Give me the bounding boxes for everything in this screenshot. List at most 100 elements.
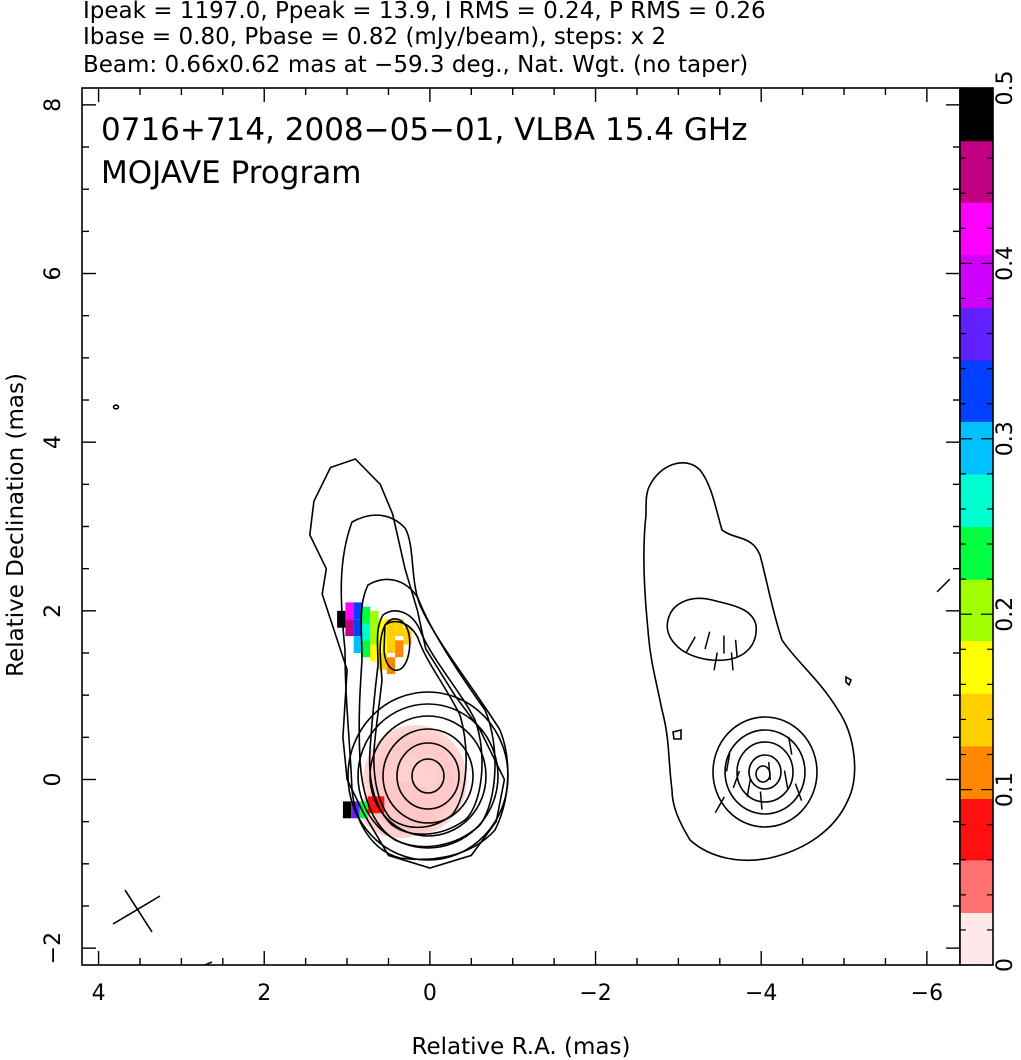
colorbar-segment [960,263,993,273]
colorbar-segment [960,552,993,563]
colorbar-segment [960,158,993,168]
colorbar-segment [960,570,993,580]
colorbar-tick-label: 0.2 [993,597,1018,632]
evpa-tick-1 [704,631,711,650]
colorbar-segment [960,237,993,247]
colorbar-segment [960,96,993,107]
fpol-pixel-16 [386,636,396,653]
y-tick-label: 4 [41,435,66,449]
x-tick-label: −2 [579,981,611,1006]
colorbar-segment [960,386,993,396]
fpol-pixel-7 [361,623,371,641]
contour-level-8 [369,715,487,837]
colorbar-segment [960,772,993,782]
colorbar-segment [960,658,993,668]
colorbar-segment [960,272,993,282]
colorbar: 0 0.1 0.2 0.3 0.4 0.5 [960,71,1018,972]
evpa-tick-12 [759,791,763,810]
colorbar-segment [960,929,993,940]
x-tick-label: 4 [92,981,106,1006]
colorbar-segment [960,780,993,791]
colorbar-segment [960,684,993,694]
evpa-tick-14 [787,736,793,755]
x-tick-label: −6 [911,981,943,1006]
colorbar-segment [960,921,993,931]
beam-marker [112,889,161,933]
pol-core-contour-4 [748,754,782,790]
colorbar-segment [960,456,993,466]
evpa-tick-0 [685,636,696,653]
colorbar-segment [960,193,993,203]
evpa-ticks [685,578,951,813]
header-line-3: Beam: 0.66x0.62 mas at −59.3 deg., Nat. … [83,52,748,78]
fpol-pixel-9 [370,610,379,628]
pol-knot-contour [666,597,757,662]
colorbar-segment [960,438,993,449]
contour-level-1 [308,458,506,869]
colorbar-segment [960,131,993,142]
evpa-tick-9 [767,762,772,781]
fpol-pixel-8 [361,640,371,658]
colorbar-segment [960,719,993,729]
colorbar-segment [960,947,993,957]
evpa-tick-5 [730,652,734,671]
fpol-pixel-25 [376,796,385,814]
colorbar-segment [960,359,993,370]
colorbar-tick-label: 0.5 [993,71,1018,106]
evpa-tick-11 [794,783,803,801]
colorbar-segment [960,210,993,221]
colorbar-segment [960,675,993,685]
colorbar-segment [960,868,993,878]
pol-core-contour-5 [755,765,771,783]
fpol-pixel-4 [353,619,362,637]
y-tick-label: 8 [41,98,66,112]
colorbar-segment [960,447,993,457]
colorbar-segment [960,701,993,712]
colorbar-segment [960,666,993,677]
colorbar-segment [960,824,993,835]
colorbar-tick-label: 0.1 [993,772,1018,807]
colorbar-segment [960,938,993,949]
fpol-pixel-12 [378,619,387,637]
x-axis-label: Relative R.A. (mas) [412,1034,631,1060]
contour-level-9 [382,728,474,824]
fpol-pixel-1 [345,602,354,620]
pol-outer-contour [643,461,856,861]
colorbar-tick-label: 0.4 [993,246,1018,281]
colorbar-segment [960,535,993,545]
header-line-1: Ipeak = 1197.0, Ppeak = 13.9, I RMS = 0.… [83,0,766,24]
colorbar-segment [960,123,993,133]
colorbar-segment [960,324,993,335]
header-line-2: Ibase = 0.80, Pbase = 0.82 (mJy/beam), s… [83,24,666,50]
colorbar-segment [960,877,993,887]
colorbar-segment [960,754,993,764]
program-name: MOJAVE Program [101,155,361,191]
fpol-pixels [337,602,412,819]
colorbar-segment [960,412,993,422]
contour-level-4 [368,610,483,835]
colorbar-segment [960,842,993,852]
colorbar-segment [960,710,993,721]
colorbar-segment [960,798,993,808]
pol-core-contour-1 [712,716,818,828]
colorbar-segment [960,544,993,554]
colorbar-tick-label: 0.3 [993,421,1018,456]
colorbar-segment [960,622,993,633]
x-tick-label: 0 [423,981,437,1006]
contour-blob-northeast [383,618,411,672]
evpa-tick-4 [713,652,718,671]
colorbar-segment [960,403,993,414]
colorbar-segment [960,421,993,431]
fpol-pixel-14 [378,652,387,670]
colorbar-segment [960,88,993,98]
colorbar-segment [960,649,993,659]
colorbar-segment [960,912,993,922]
plot-area [112,404,951,965]
evpa-tick-6 [725,753,731,772]
colorbar-segment [960,605,993,615]
evpa-tick-15 [936,578,951,593]
colorbar-segment [960,693,993,703]
colorbar-segment [960,850,993,861]
colorbar-segment [960,807,993,817]
contour-level-11 [411,758,445,794]
